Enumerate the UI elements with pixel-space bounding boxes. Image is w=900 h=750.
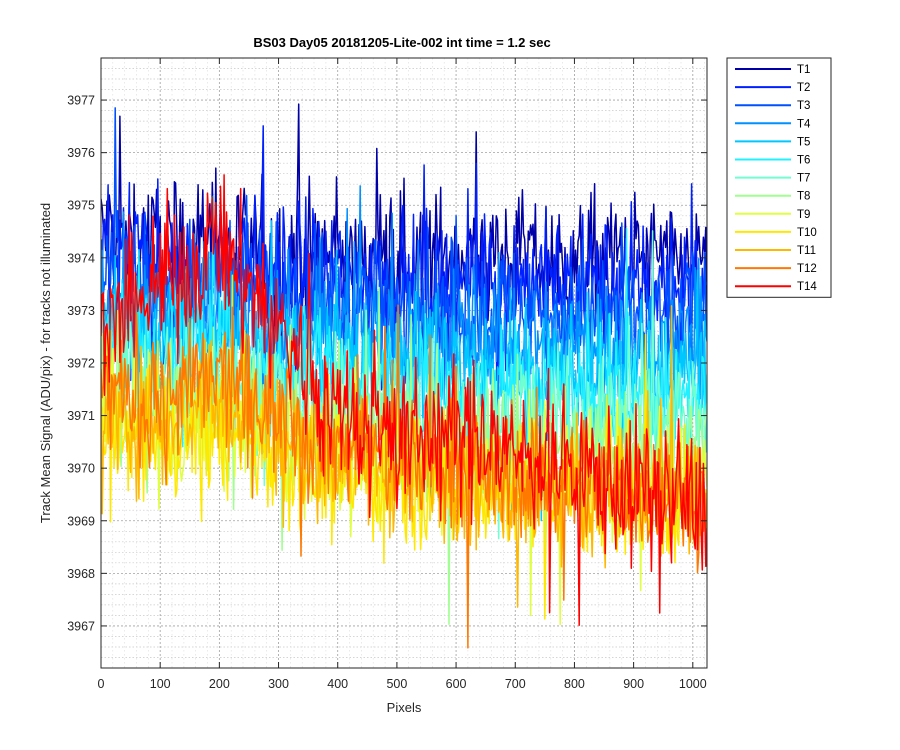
legend-label[interactable]: T8 [797, 191, 810, 203]
x-tick-label: 700 [505, 677, 526, 691]
legend-label[interactable]: T9 [797, 209, 810, 221]
legend-label[interactable]: T11 [797, 245, 816, 257]
series-line-t1 [101, 103, 707, 402]
y-tick-label: 3970 [67, 462, 95, 476]
legend-label[interactable]: T10 [797, 227, 817, 239]
y-tick-label: 3974 [67, 251, 95, 265]
x-tick-label: 0 [98, 677, 105, 691]
tick-marks [100, 58, 707, 668]
data-lines [101, 103, 707, 649]
legend-label[interactable]: T5 [797, 136, 810, 148]
x-tick-label: 100 [150, 677, 171, 691]
legend-label[interactable]: T6 [797, 155, 810, 167]
y-tick-label: 3969 [67, 514, 95, 528]
y-tick-label: 3971 [67, 409, 95, 423]
y-tick-label: 3977 [67, 94, 95, 108]
x-tick-label: 600 [446, 677, 467, 691]
chart-title: BS03 Day05 20181205-Lite-002 int time = … [253, 35, 550, 50]
x-axis-label: Pixels [387, 700, 422, 715]
x-tick-label: 500 [386, 677, 407, 691]
y-tick-label: 3967 [67, 619, 95, 633]
x-tick-label: 200 [209, 677, 230, 691]
legend-label[interactable]: T4 [797, 118, 811, 130]
legend-label[interactable]: T3 [797, 100, 810, 112]
y-tick-label: 3968 [67, 567, 95, 581]
y-tick-label: 3973 [67, 304, 95, 318]
x-tick-label: 800 [564, 677, 585, 691]
series-line-t14 [101, 174, 707, 626]
y-tick-label: 3975 [67, 199, 95, 213]
legend-label[interactable]: T1 [797, 64, 810, 76]
x-tick-labels: 0 100 200 300 400 500 600 700 800 900 1000 [98, 677, 707, 691]
y-axis-label: Track Mean Signal (ADU/pix) - for tracks… [38, 203, 53, 523]
legend-label[interactable]: T14 [797, 281, 817, 293]
series-line-t5 [101, 220, 707, 522]
x-tick-label: 300 [268, 677, 289, 691]
x-tick-label: 1000 [679, 677, 707, 691]
legend-label[interactable]: T7 [797, 173, 810, 185]
x-tick-label: 400 [327, 677, 348, 691]
y-tick-label: 3976 [67, 146, 95, 160]
y-tick-label: 3972 [67, 357, 95, 371]
legend[interactable]: T1 T2 T3 T4 T5 T6 T7 T8 T9 T10 T11 T12 T14 [726, 57, 832, 298]
plot-axes: 0 100 200 300 400 500 600 700 800 900 1000 3967396… [67, 57, 708, 691]
legend-label[interactable]: T12 [797, 263, 817, 275]
legend-label[interactable]: T2 [797, 82, 810, 94]
x-tick-label: 900 [623, 677, 644, 691]
y-tick-labels: 3967 3968 3969 3970 3971 3972 3973 3974 3975 3976… [67, 94, 95, 634]
